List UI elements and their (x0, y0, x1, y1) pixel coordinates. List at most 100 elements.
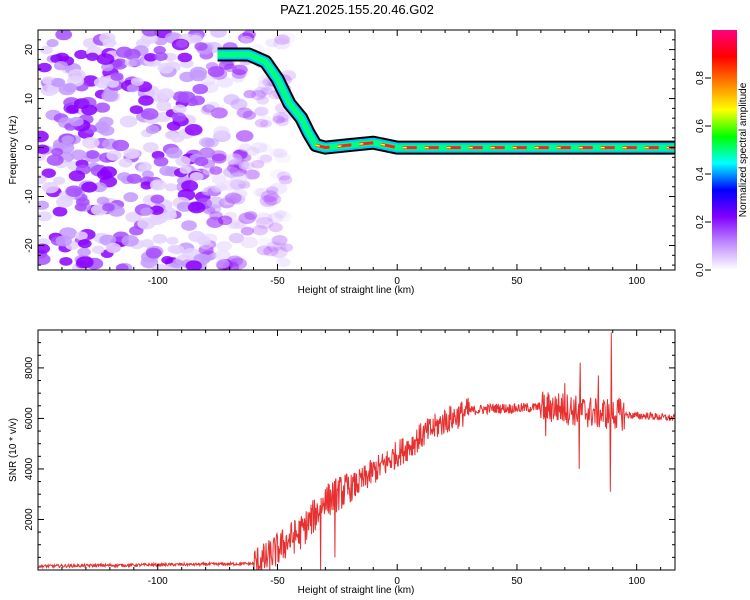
noise-blob (94, 102, 111, 113)
colorbar-tick-label: 0.2 (695, 215, 706, 229)
noise-blob (202, 206, 216, 215)
snr-series-line (38, 332, 675, 570)
noise-blob (261, 200, 275, 209)
x-tick-label: -50 (270, 576, 285, 587)
ridge-core (315, 141, 675, 150)
noise-blob (278, 175, 293, 185)
spectrogram-y-label: Frequency (Hz) (8, 116, 19, 185)
noise-blob (272, 241, 287, 251)
noise-blob (172, 104, 187, 114)
noise-blob (251, 159, 265, 169)
y-tick-label: 10 (24, 93, 35, 105)
noise-blob (254, 106, 269, 117)
spectrogram-x-label: Height of straight line (km) (298, 285, 415, 296)
noise-blob (74, 203, 87, 212)
noise-blob (254, 212, 273, 225)
noise-blob (216, 240, 233, 252)
noise-blob (95, 121, 108, 130)
noise-blob (129, 105, 144, 115)
y-tick-label: 8000 (24, 356, 35, 379)
noise-blob (157, 62, 174, 74)
noise-blob (269, 147, 284, 158)
noise-blob (210, 68, 228, 80)
noise-blob (260, 87, 273, 96)
colorbar-tick-label: 0.0 (695, 263, 706, 277)
noise-blob (264, 196, 279, 206)
noise-blob (38, 130, 49, 143)
y-tick-label: 4000 (24, 457, 35, 480)
noise-blob (51, 77, 66, 88)
noise-blob (269, 182, 288, 195)
y-tick-label: 6000 (24, 407, 35, 430)
noise-blob (213, 126, 230, 137)
noise-blob (268, 222, 283, 233)
y-tick-label: 2000 (24, 508, 35, 531)
noise-blob (214, 183, 227, 192)
spectrogram-y-ticks: -20 -10 0 10 20 (24, 29, 675, 266)
x-tick-label: -50 (270, 276, 285, 287)
noise-blob (85, 149, 100, 159)
colorbar: 0.0 0.2 0.4 0.6 0.8 Normalized spectral ampl… (695, 30, 749, 277)
noise-blob (276, 211, 292, 222)
colorbar-gradient (712, 30, 737, 270)
figure-title: PAZ1.2025.155.20.46.G02 (280, 2, 434, 17)
noise-blob (263, 193, 282, 206)
noise-blob (171, 112, 186, 122)
spectrogram-x-ticks: -100 -50 0 50 100 (37, 30, 662, 287)
noise-blob (67, 69, 86, 82)
noise-blob (184, 123, 203, 136)
y-tick-label: 20 (24, 44, 35, 56)
noise-blob (140, 207, 153, 216)
ridge-mid (217, 51, 675, 151)
colorbar-label: Normalized spectral amplitude (738, 82, 749, 217)
noise-blob (149, 179, 167, 191)
noise-blob (96, 53, 115, 65)
noise-blob (255, 187, 270, 198)
noise-blob (78, 239, 92, 249)
noise-blob (272, 234, 288, 246)
noise-blob (70, 149, 87, 161)
noise-blob (209, 166, 223, 175)
noise-blob (277, 171, 291, 181)
noise-blob (222, 166, 240, 178)
noise-blob (175, 156, 191, 167)
noise-blob (263, 246, 279, 257)
noise-blob (188, 34, 202, 44)
noise-blob (256, 154, 273, 165)
noise-blob (259, 119, 272, 128)
noise-blob (101, 90, 119, 102)
noise-blob (243, 89, 256, 99)
noise-blob (149, 205, 164, 215)
noise-blob (211, 174, 227, 185)
noise-blob (159, 165, 175, 176)
noise-blob (189, 69, 207, 82)
noise-blob (38, 243, 51, 254)
noise-blob (260, 115, 273, 125)
noise-blob (53, 60, 69, 71)
noise-blob (239, 143, 252, 152)
noise-blob (74, 49, 89, 60)
noise-blob (213, 249, 231, 262)
noise-blob (69, 116, 84, 127)
noise-blob (224, 192, 242, 204)
noise-blob (170, 259, 185, 269)
noise-blob (41, 168, 56, 178)
noise-blob (63, 82, 78, 93)
noise-blob (154, 51, 168, 61)
noise-blob (142, 142, 159, 153)
noise-blob (52, 176, 66, 185)
noise-blob (259, 195, 277, 207)
noise-blob (210, 30, 227, 38)
noise-blob (81, 136, 100, 149)
noise-blob (101, 62, 114, 72)
noise-blob (205, 62, 219, 71)
noise-blob (46, 39, 59, 48)
noise-blob (38, 62, 52, 73)
noise-blob (271, 235, 288, 246)
noise-blob (96, 169, 112, 180)
noise-blob (267, 212, 284, 224)
noise-blob (185, 260, 202, 270)
noise-blob (138, 95, 154, 106)
noise-blob (194, 42, 208, 51)
